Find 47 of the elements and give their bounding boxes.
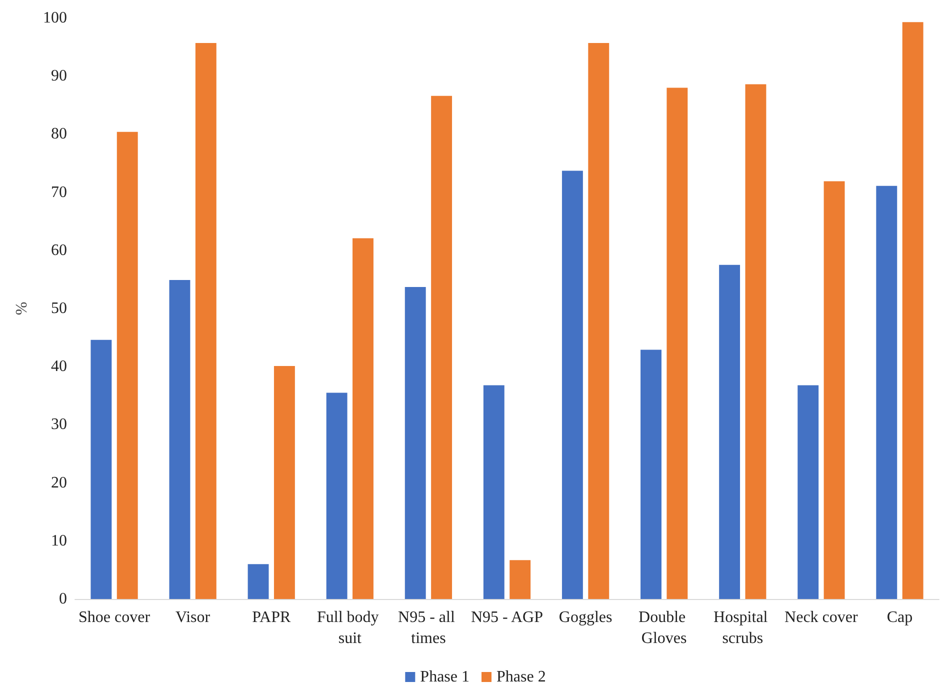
legend-label: Phase 2 [496,668,546,686]
y-tick-label: 0 [59,590,67,608]
x-tick-label: N95 - AGP [470,609,544,626]
bar [431,96,452,599]
bar [798,385,819,599]
bar [352,238,374,599]
y-tick-label: 80 [51,126,67,143]
x-tick-label: N95 - all times [398,609,459,647]
bar [719,264,740,599]
bar [824,181,845,599]
x-tick-label: Visor [176,609,211,626]
bar [510,560,531,599]
bar [90,340,112,599]
x-tick-label: Goggles [558,609,612,626]
bar [274,366,295,599]
bar [902,22,924,599]
x-tick-label: Full body suit [317,609,383,647]
y-tick-label: 90 [51,68,67,85]
y-tick-label: 40 [51,358,67,376]
bar [640,350,662,599]
y-tick-label: 100 [43,10,67,26]
y-tick-label: 70 [51,184,67,201]
y-tick-label: 60 [51,242,67,259]
y-tick-label: 30 [51,416,67,434]
bar [876,186,898,599]
y-axis-title: % [14,302,30,316]
x-tick-label: Double Gloves [638,609,690,647]
legend-label: Phase 1 [420,668,470,686]
bar [666,88,688,599]
y-tick-label: 20 [51,474,67,492]
bar [745,84,766,599]
y-tick-label: 50 [51,300,67,317]
x-tick-label: Neck cover [784,609,858,626]
y-tick-label: 10 [51,532,67,550]
x-tick-label: Shoe cover [78,609,151,626]
x-tick-label: Hospital scrubs [714,609,772,647]
bar [248,564,269,599]
bar [326,392,348,599]
bar [169,280,190,599]
bar [116,132,138,599]
x-tick-label: Cap [886,609,913,626]
x-tick-label: PAPR [252,609,291,626]
bar [483,385,504,599]
bar [588,42,610,599]
bar [562,170,583,599]
bar [195,42,216,599]
bar [404,287,426,599]
